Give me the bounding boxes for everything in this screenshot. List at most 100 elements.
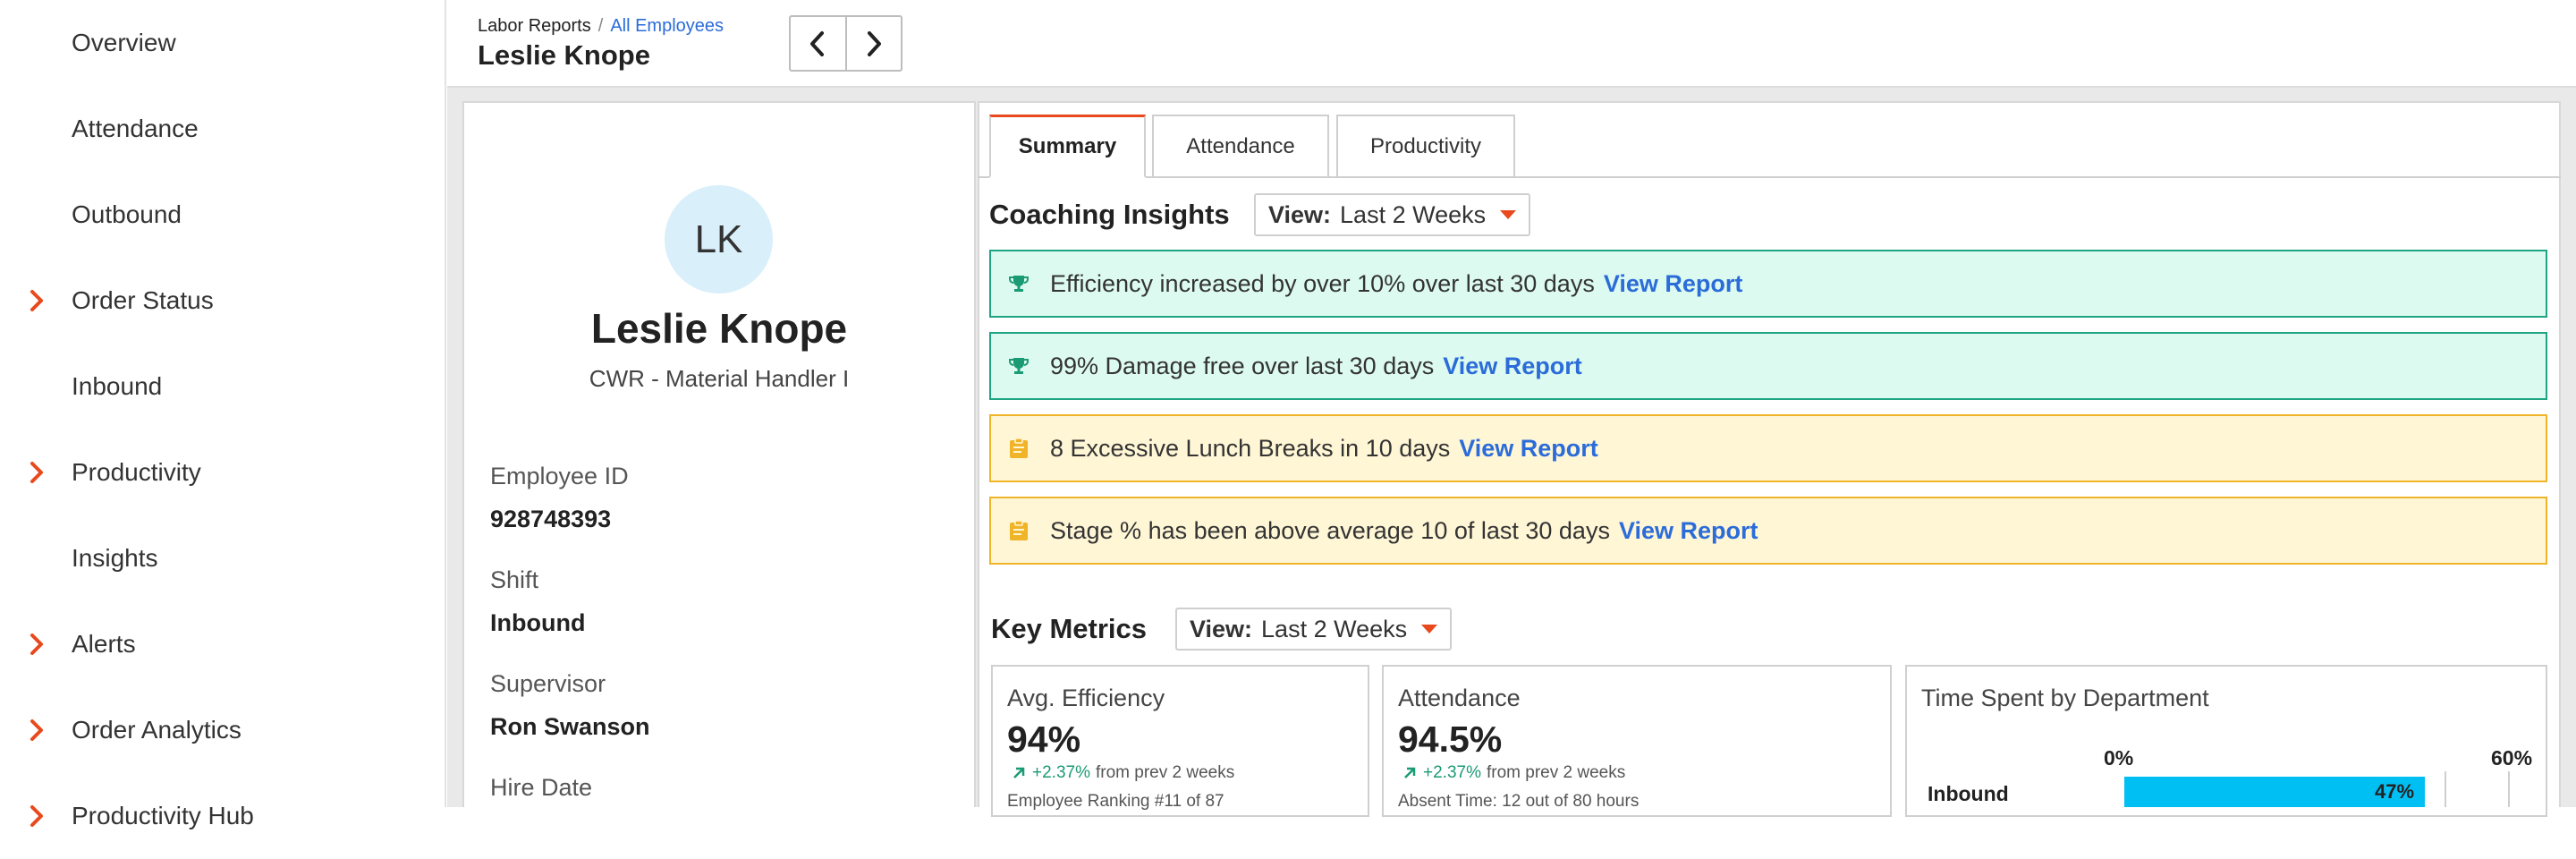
sidebar-item-label: Alerts	[72, 630, 136, 658]
field-value-shift: Inbound	[490, 609, 586, 636]
sidebar-item-label: Insights	[72, 544, 158, 572]
chevron-left-icon	[810, 30, 825, 56]
metrics-view-select[interactable]: View: Last 2 Weeks	[1175, 608, 1453, 651]
metric-value: 94.5%	[1398, 719, 1503, 760]
field-label-supervisor: Supervisor	[490, 670, 606, 697]
sidebar-item-inbound[interactable]: Inbound	[0, 344, 445, 430]
view-report-link[interactable]: View Report	[1459, 434, 1598, 462]
insight-alert: Efficiency increased by over 10% over la…	[989, 250, 2547, 318]
trophy-icon	[1007, 354, 1030, 378]
clipboard-icon	[1007, 519, 1030, 542]
tab-attendance[interactable]: Attendance	[1152, 115, 1329, 178]
field-label-hire-date: Hire Date	[490, 774, 593, 801]
sidebar-item-label: Productivity Hub	[72, 802, 254, 829]
sidebar-item-insights[interactable]: Insights	[0, 515, 445, 601]
chevron-right-icon	[867, 30, 881, 56]
sidebar-item-label: Outbound	[72, 200, 182, 228]
sidebar-item-label: Order Analytics	[72, 716, 242, 744]
insight-text: Efficiency increased by over 10% over la…	[1050, 269, 1595, 297]
page-title: Leslie Knope	[478, 39, 650, 71]
metrics-view-value: Last 2 Weeks	[1261, 615, 1408, 642]
dept-axis-tick	[2445, 771, 2446, 807]
view-report-link[interactable]: View Report	[1618, 516, 1758, 544]
field-value-supervisor: Ron Swanson	[490, 713, 650, 740]
caret-down-icon	[1500, 210, 1517, 219]
breadcrumb-link-all-employees[interactable]: All Employees	[610, 16, 724, 36]
record-nav-buttons	[789, 15, 902, 72]
metric-delta-value: +2.37%	[1032, 763, 1090, 782]
chevron-right-icon	[30, 462, 43, 483]
clipboard-icon	[1007, 437, 1030, 460]
insight-alert: 99% Damage free over last 30 days View Re…	[989, 332, 2547, 400]
metric-title: Time Spent by Department	[1921, 685, 2209, 711]
coaching-insights-title: Coaching Insights	[989, 199, 1230, 230]
insight-text: 8 Excessive Lunch Breaks in 10 days	[1050, 434, 1451, 462]
breadcrumb-separator: /	[597, 16, 604, 36]
metric-extra: Employee Ranking #11 of 87	[1007, 792, 1224, 811]
sidebar-item-label: Order Status	[72, 286, 214, 314]
arrow-up-right-icon	[1404, 767, 1416, 778]
metric-value: 94%	[1007, 719, 1081, 760]
dept-axis-min: 0%	[2104, 746, 2134, 770]
insight-text: 99% Damage free over last 30 days	[1050, 352, 1435, 379]
insight-alert: Stage % has been above average 10 of las…	[989, 497, 2547, 565]
arrow-up-right-icon	[1013, 767, 1025, 778]
sidebar-item-productivity-hub[interactable]: Productivity Hub	[0, 773, 445, 859]
employee-role: CWR - Material Handler I	[589, 365, 850, 392]
sidebar-item-alerts[interactable]: Alerts	[0, 601, 445, 687]
metric-delta-suffix: from prev 2 weeks	[1486, 763, 1626, 782]
sidebar-item-label: Overview	[72, 29, 176, 56]
tab-strip-divider	[978, 176, 2561, 178]
insight-text: Stage % has been above average 10 of las…	[1050, 516, 1610, 544]
dept-row-label: Inbound	[1928, 782, 2009, 805]
coaching-view-value: Last 2 Weeks	[1340, 200, 1487, 228]
previous-button[interactable]	[791, 17, 847, 70]
trophy-icon	[1007, 272, 1030, 295]
coaching-view-select[interactable]: View: Last 2 Weeks	[1254, 193, 1531, 236]
sidebar-item-productivity[interactable]: Productivity	[0, 430, 445, 515]
page-header	[447, 0, 2576, 88]
view-report-link[interactable]: View Report	[1443, 352, 1582, 379]
sidebar-item-label: Productivity	[72, 458, 201, 486]
employee-name: Leslie Knope	[590, 305, 848, 352]
tab-summary[interactable]: Summary	[989, 115, 1146, 178]
metric-title: Avg. Efficiency	[1007, 685, 1165, 711]
sidebar-item-attendance[interactable]: Attendance	[0, 86, 445, 172]
metric-delta-suffix: from prev 2 weeks	[1095, 763, 1235, 782]
next-button[interactable]	[847, 17, 902, 70]
dept-axis-tick	[2508, 771, 2510, 807]
tab-productivity[interactable]: Productivity	[1336, 115, 1515, 178]
breadcrumb: Labor Reports / All Employees	[478, 16, 724, 37]
chevron-right-icon	[30, 634, 43, 655]
view-report-link[interactable]: View Report	[1603, 269, 1743, 297]
chevron-right-icon	[30, 290, 43, 311]
metric-card-attendance: Attendance 94.5% +2.37% from prev 2 week…	[1382, 665, 1892, 817]
sidebar-item-label: Attendance	[72, 115, 199, 142]
breadcrumb-root: Labor Reports	[478, 16, 591, 36]
key-metrics-title: Key Metrics	[991, 613, 1148, 644]
sidebar-item-order-status[interactable]: Order Status	[0, 258, 445, 344]
sidebar-item-overview[interactable]: Overview	[0, 0, 445, 86]
metric-title: Attendance	[1398, 685, 1521, 711]
caret-down-icon	[1421, 625, 1438, 634]
metric-extra: Absent Time: 12 out of 80 hours	[1398, 792, 1640, 811]
chevron-right-icon	[30, 719, 43, 741]
field-label-shift: Shift	[490, 566, 539, 593]
metrics-view-label: View:	[1190, 615, 1253, 642]
field-label-employee-id: Employee ID	[490, 463, 629, 489]
metric-delta: +2.37% from prev 2 weeks	[1007, 763, 1234, 783]
metric-card-efficiency: Avg. Efficiency 94% +2.37% from prev 2 w…	[991, 665, 1369, 817]
avatar: LK	[665, 185, 773, 293]
sidebar-item-order-analytics[interactable]: Order Analytics	[0, 687, 445, 773]
chevron-right-icon	[30, 805, 43, 827]
metric-delta-value: +2.37%	[1423, 763, 1481, 782]
metric-delta: +2.37% from prev 2 weeks	[1398, 763, 1625, 783]
field-value-employee-id: 928748393	[490, 506, 612, 532]
sidebar-item-outbound[interactable]: Outbound	[0, 172, 445, 258]
sidebar-item-label: Inbound	[72, 372, 163, 400]
dept-bar-inbound: 47%	[2124, 777, 2426, 807]
sidebar-nav: Overview Attendance Outbound Order Status In…	[0, 0, 446, 829]
dept-axis-max: 60%	[2491, 746, 2533, 770]
insight-alert: 8 Excessive Lunch Breaks in 10 days View …	[989, 414, 2547, 482]
coaching-view-label: View:	[1268, 200, 1332, 228]
